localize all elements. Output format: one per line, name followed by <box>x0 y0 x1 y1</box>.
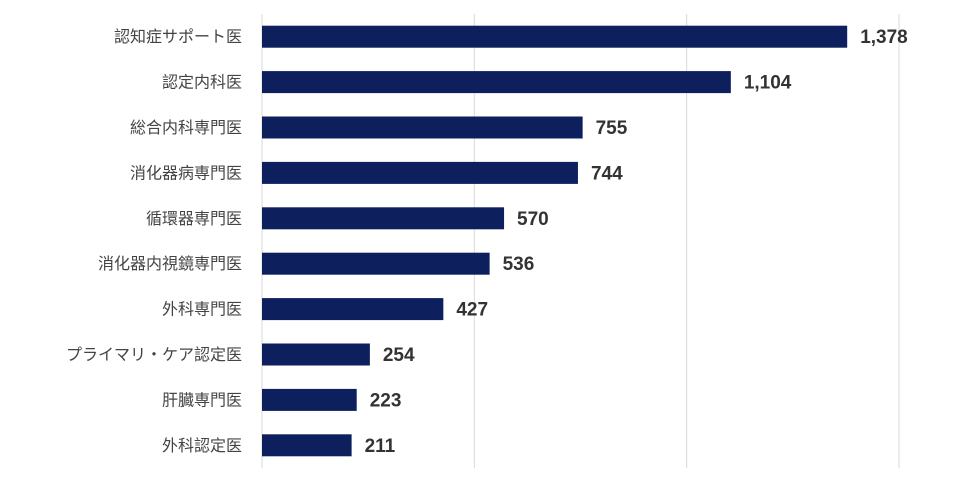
bar-6 <box>262 298 444 321</box>
value-label-5: 536 <box>503 254 535 275</box>
value-label-1: 1,104 <box>744 73 792 94</box>
bar-4 <box>262 207 505 230</box>
value-label-9: 211 <box>365 436 396 457</box>
category-label-3: 消化器病専門医 <box>130 163 242 182</box>
bar-7 <box>262 343 370 366</box>
bar-2 <box>262 116 583 139</box>
bar-8 <box>262 388 357 411</box>
category-label-8: 肝臓専門医 <box>162 390 242 409</box>
value-label-2: 755 <box>596 118 628 139</box>
category-label-5: 消化器内視鏡専門医 <box>98 254 242 273</box>
value-label-8: 223 <box>370 390 402 411</box>
bar-0 <box>262 25 848 48</box>
value-label-7: 254 <box>383 345 415 366</box>
category-label-4: 循環器専門医 <box>146 209 242 228</box>
category-label-7: プライマリ・ケア認定医 <box>66 345 242 364</box>
value-labels: 1,378 1,104 755 744 570 536 427 254 223 211 <box>365 27 908 457</box>
category-label-9: 外科認定医 <box>162 436 242 455</box>
value-label-3: 744 <box>591 163 623 184</box>
category-label-0: 認知症サポート医 <box>114 27 242 46</box>
bar-3 <box>262 161 578 184</box>
bar-1 <box>262 71 731 94</box>
bar-5 <box>262 252 490 275</box>
category-label-1: 認定内科医 <box>162 73 242 92</box>
bar-9 <box>262 434 352 457</box>
bars <box>262 25 848 457</box>
category-label-6: 外科専門医 <box>162 300 242 319</box>
category-label-2: 総合内科専門医 <box>130 118 242 137</box>
value-label-6: 427 <box>456 300 488 321</box>
value-label-0: 1,378 <box>860 27 908 48</box>
value-label-4: 570 <box>517 209 549 230</box>
category-labels: 認知症サポート医認定内科医総合内科専門医消化器病専門医循環器専門医消化器内視鏡専… <box>66 27 242 455</box>
